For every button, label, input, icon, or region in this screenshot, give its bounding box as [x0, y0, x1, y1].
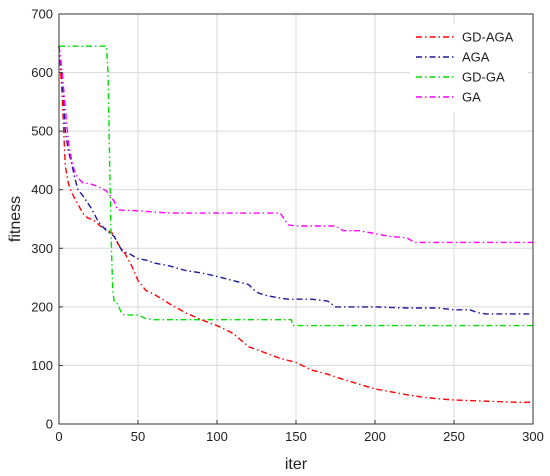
series-line-ga: [58, 46, 533, 244]
x-tick-label: 300: [522, 429, 544, 444]
y-tick-label: 700: [31, 7, 53, 22]
x-tick-label: 100: [206, 429, 228, 444]
y-tick-label: 100: [31, 358, 53, 373]
y-tick-label: 500: [31, 124, 53, 139]
y-axis-label: fitness: [7, 196, 24, 242]
y-tick-label: 0: [46, 417, 53, 432]
legend-label: GD-AGA: [462, 30, 514, 45]
x-tick-label: 50: [131, 429, 145, 444]
y-tick-label: 300: [31, 241, 53, 256]
legend-label: AGA: [462, 50, 490, 65]
x-axis-ticks: 0 50 100 150 200 250 300: [55, 420, 544, 444]
x-tick-label: 250: [443, 429, 465, 444]
legend-item: GD-GA: [416, 70, 505, 85]
series-layer: [58, 45, 533, 403]
legend-item: GD-AGA: [416, 30, 514, 45]
x-axis-label: iter: [285, 456, 308, 473]
y-tick-label: 600: [31, 65, 53, 80]
legend-item: AGA: [416, 50, 490, 65]
y-tick-label: 200: [31, 299, 53, 314]
legend-label: GD-GA: [462, 70, 505, 85]
series-line-gd-ga: [59, 45, 533, 327]
y-axis-ticks: 0 100 200 300 400 500 600 700: [31, 7, 63, 432]
legend: GD-AGA AGA GD-GA GA: [410, 24, 528, 112]
legend-label: GA: [462, 90, 481, 105]
y-tick-label: 400: [31, 182, 53, 197]
x-tick-label: 0: [55, 429, 62, 444]
x-tick-label: 200: [364, 429, 386, 444]
series-line-aga: [58, 46, 533, 315]
legend-item: GA: [416, 90, 481, 105]
x-tick-label: 150: [285, 429, 307, 444]
